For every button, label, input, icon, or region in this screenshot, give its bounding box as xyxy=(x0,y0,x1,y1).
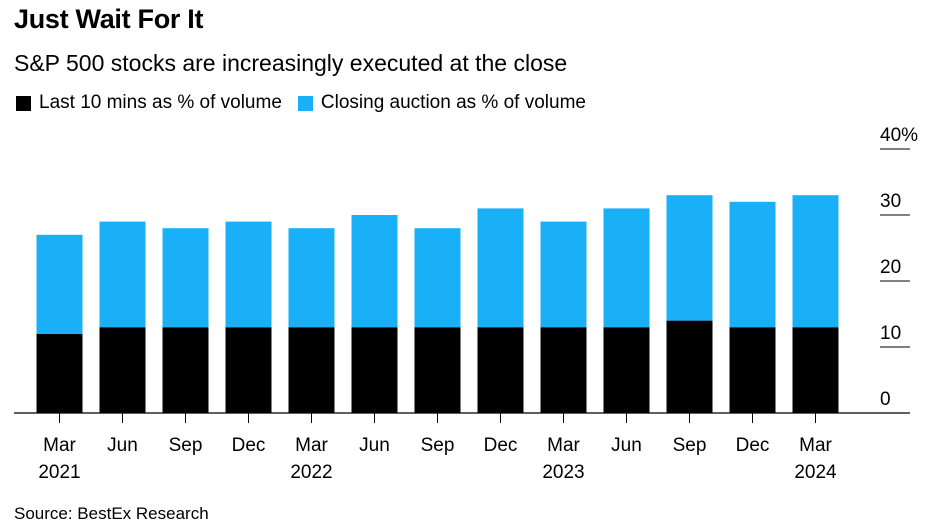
y-tick-label: 10 xyxy=(880,323,901,344)
bar-segment-last-10-mins xyxy=(162,327,209,413)
legend: Last 10 mins as % of volume Closing auct… xyxy=(16,92,602,114)
legend-item-closing-auction: Closing auction as % of volume xyxy=(297,92,586,114)
bar-segment-last-10-mins xyxy=(729,327,776,413)
bar-segment-closing-auction xyxy=(477,208,524,328)
y-tick-label: 30 xyxy=(880,191,901,212)
x-tick-label-month: Jun xyxy=(107,435,138,456)
bar-segment-closing-auction xyxy=(792,195,839,328)
legend-swatch-blue xyxy=(297,95,313,111)
bar-segment-closing-auction xyxy=(225,221,272,328)
bar-segment-closing-auction xyxy=(666,195,713,321)
x-tick-label-month: Mar xyxy=(43,435,76,456)
bar-segment-last-10-mins xyxy=(225,327,272,413)
bar-segment-closing-auction xyxy=(603,208,650,328)
chart-title: Just Wait For It xyxy=(14,4,204,34)
legend-label-closing-auction: Closing auction as % of volume xyxy=(320,92,586,113)
x-tick-label-month: Dec xyxy=(484,435,518,456)
x-tick-label-year: 2023 xyxy=(542,462,584,483)
x-tick-label-month: Jun xyxy=(359,435,390,456)
bar-segment-closing-auction xyxy=(540,221,587,328)
x-tick-label-month: Dec xyxy=(232,435,266,456)
bar-segment-last-10-mins xyxy=(666,320,713,413)
x-tick-label-month: Sep xyxy=(421,435,455,456)
source-note: Source: BestEx Research xyxy=(14,504,209,523)
bar-segment-closing-auction xyxy=(351,215,398,328)
legend-item-last-10-mins: Last 10 mins as % of volume xyxy=(16,92,282,114)
x-tick-label-month: Sep xyxy=(169,435,203,456)
y-tick-label: 40% xyxy=(880,125,918,146)
bar-segment-last-10-mins xyxy=(414,327,461,413)
bar-segment-closing-auction xyxy=(729,201,776,328)
x-tick-label-month: Dec xyxy=(736,435,770,456)
bar-segment-closing-auction xyxy=(162,228,209,328)
y-tick-label: 0 xyxy=(880,389,891,410)
x-tick-label-month: Mar xyxy=(799,435,832,456)
x-tick-label-month: Mar xyxy=(295,435,328,456)
x-tick-label-year: 2022 xyxy=(290,462,332,483)
bar-segment-last-10-mins xyxy=(540,327,587,413)
legend-swatch-black xyxy=(16,95,31,111)
bar-segment-last-10-mins xyxy=(603,327,650,413)
x-tick-label-month: Jun xyxy=(611,435,642,456)
chart-subtitle: S&P 500 stocks are increasingly executed… xyxy=(14,50,568,76)
bar-segment-last-10-mins xyxy=(351,327,398,413)
bar-segment-closing-auction xyxy=(36,234,83,334)
legend-label-last-10-mins: Last 10 mins as % of volume xyxy=(39,92,282,113)
x-tick-label-year: 2024 xyxy=(794,462,837,483)
x-tick-label-month: Sep xyxy=(673,435,707,456)
bar-segment-last-10-mins xyxy=(792,327,839,413)
x-tick-label-month: Mar xyxy=(547,435,580,456)
x-tick-label-year: 2021 xyxy=(38,462,80,483)
bar-segment-closing-auction xyxy=(288,228,335,328)
bar-segment-closing-auction xyxy=(414,228,461,328)
bar-segment-last-10-mins xyxy=(99,327,146,413)
y-tick-label: 20 xyxy=(880,257,901,278)
bar-segment-last-10-mins xyxy=(36,333,83,413)
bar-segment-closing-auction xyxy=(99,221,146,328)
bar-segment-last-10-mins xyxy=(288,327,335,413)
bar-segment-last-10-mins xyxy=(477,327,524,413)
